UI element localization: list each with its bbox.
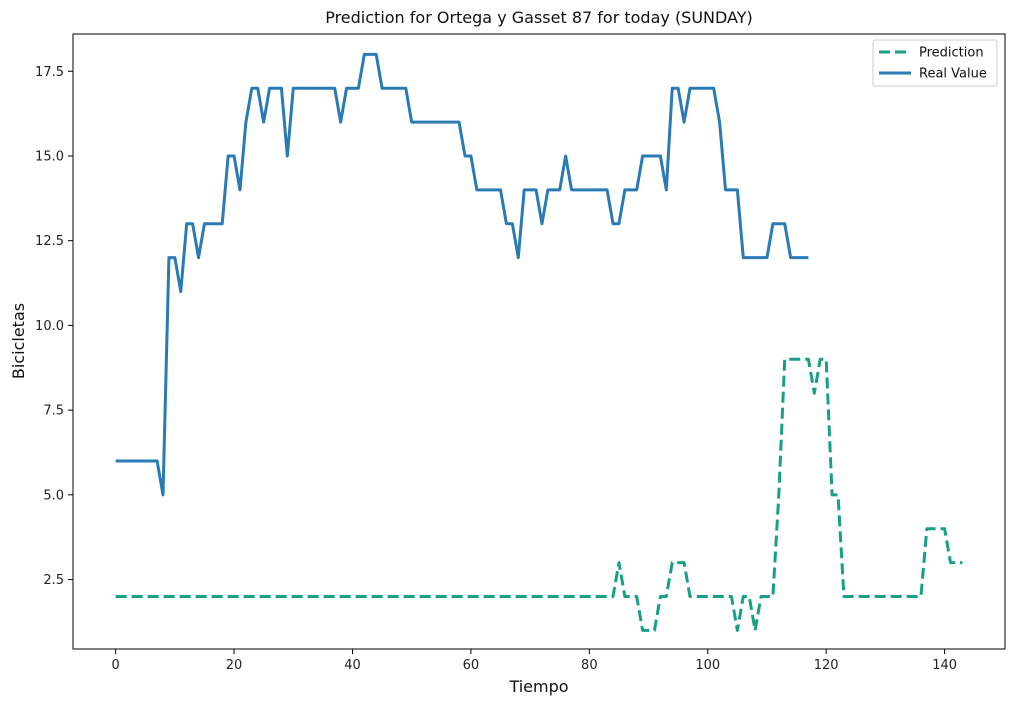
chart-title: Prediction for Ortega y Gasset 87 for to…	[325, 8, 753, 27]
x-tick-label: 80	[581, 658, 598, 673]
axes-frame	[72, 33, 1006, 650]
y-tick-label: 15.0	[35, 149, 64, 164]
legend-label: Prediction	[919, 46, 984, 61]
x-tick-label: 0	[111, 658, 119, 673]
x-axis-label: Tiempo	[508, 677, 568, 696]
y-axis-ticks: 2.5 5.0 7.5 10.0 12.5 15.0 17.5	[35, 65, 73, 588]
series-line-real-value	[115, 52, 809, 497]
y-tick-label: 12.5	[35, 234, 64, 249]
plot-lines	[115, 52, 963, 632]
x-axis-ticks: 0 20 40 60 80 100 120 140	[111, 649, 957, 673]
x-tick-label: 100	[695, 658, 720, 673]
x-tick-label: 60	[463, 658, 480, 673]
x-tick-label: 140	[932, 658, 957, 673]
y-tick-label: 5.0	[43, 488, 64, 503]
plot-area-border	[72, 33, 1006, 650]
series-line-prediction	[115, 357, 963, 632]
y-tick-label: 7.5	[43, 404, 64, 419]
legend-label: Real Value	[919, 67, 987, 82]
legend: Prediction Real Value	[872, 39, 998, 87]
y-axis-label: Bicicletas	[9, 303, 28, 379]
y-tick-label: 2.5	[43, 573, 64, 588]
x-tick-label: 40	[344, 658, 361, 673]
y-tick-label: 17.5	[35, 65, 64, 80]
x-tick-label: 20	[226, 658, 243, 673]
y-tick-label: 10.0	[35, 319, 64, 334]
x-tick-label: 120	[814, 658, 839, 673]
